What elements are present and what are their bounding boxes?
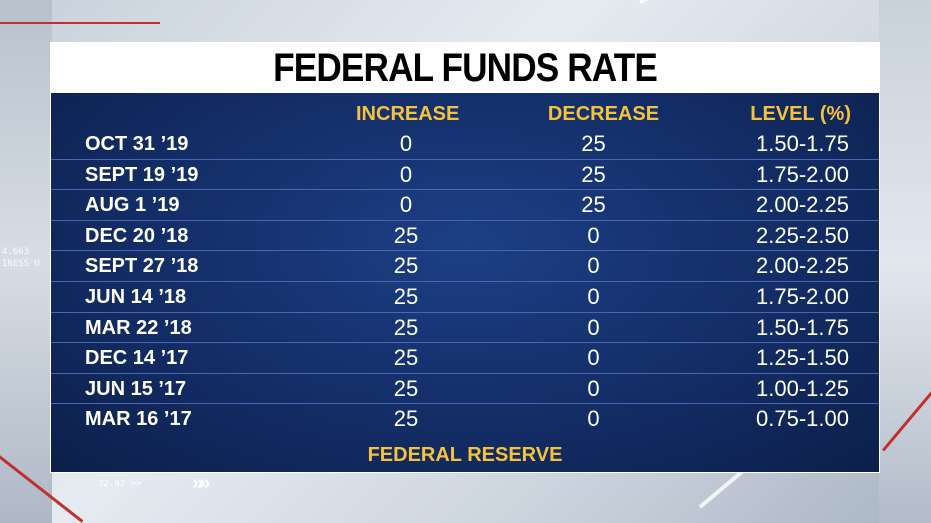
ticker-line: 4.663 — [2, 247, 30, 257]
row-decrease: 0 — [587, 314, 600, 340]
row-date: AUG 1 ’19 — [85, 194, 180, 217]
row-level: 1.50-1.75 — [756, 314, 849, 340]
row-level: 2.00-2.25 — [756, 192, 849, 218]
background-bottom-number: 32.92 >> — [98, 479, 142, 489]
row-decrease: 0 — [587, 345, 600, 371]
row-date: OCT 31 ’19 — [85, 133, 189, 155]
row-date: SEPT 27 ’18 — [85, 255, 199, 278]
row-decrease: 0 — [587, 283, 600, 309]
table-row: MAR 22 ’18 25 0 1.50-1.75 — [51, 313, 879, 344]
row-date: MAR 22 ’18 — [85, 316, 192, 339]
table-row: AUG 1 ’19 0 25 2.00-2.25 — [51, 190, 879, 221]
ticker-line: INESS U — [2, 259, 40, 269]
table-row: JUN 15 ’17 25 0 1.00-1.25 — [51, 374, 879, 405]
row-decrease: 0 — [587, 222, 600, 248]
row-level: 2.00-2.25 — [756, 253, 849, 279]
rate-table-card: FEDERAL FUNDS RATE INCREASE DECREASE LEV… — [50, 42, 880, 473]
column-header-increase: INCREASE — [356, 103, 460, 125]
table-row: DEC 14 ’17 25 0 1.25-1.50 — [51, 343, 879, 374]
row-level: 0.75-1.00 — [756, 406, 849, 432]
row-increase: 25 — [393, 345, 419, 371]
source-credit: FEDERAL RESERVE — [367, 444, 563, 466]
row-decrease: 25 — [581, 131, 606, 156]
row-level: 1.75-2.00 — [756, 283, 849, 309]
background-ticker-text: 4.663 INESS U — [2, 246, 40, 270]
row-increase: 25 — [393, 253, 419, 279]
row-increase: 25 — [393, 283, 419, 309]
row-increase: 25 — [393, 314, 419, 340]
row-level: 1.00-1.25 — [756, 375, 849, 401]
row-increase: 0 — [399, 192, 413, 218]
row-level: 2.25-2.50 — [756, 222, 849, 248]
row-level: 1.75-2.00 — [756, 161, 849, 187]
background-panel-right — [879, 0, 931, 523]
row-date: JUN 14 ’18 — [85, 285, 187, 308]
row-increase: 0 — [399, 161, 413, 187]
table-row: JUN 14 ’18 25 0 1.75-2.00 — [51, 282, 879, 313]
row-date: SEPT 19 ’19 — [85, 163, 199, 186]
table-body: OCT 31 ’19 0 25 1.50-1.75 SEPT 19 ’19 0 … — [51, 129, 879, 434]
page-title: FEDERAL FUNDS RATE — [273, 45, 658, 90]
row-level: 1.50-1.75 — [756, 131, 849, 156]
table-row: SEPT 19 ’19 0 25 1.75-2.00 — [51, 160, 879, 191]
background-panel-left — [0, 0, 52, 523]
title-bar: FEDERAL FUNDS RATE — [51, 43, 879, 93]
row-level: 1.25-1.50 — [756, 345, 849, 371]
row-increase: 0 — [399, 131, 413, 156]
column-header-level: LEVEL (%) — [750, 103, 851, 125]
rate-table: INCREASE DECREASE LEVEL (%) OCT 31 ’19 0… — [51, 93, 879, 472]
table-row: SEPT 27 ’18 25 0 2.00-2.25 — [51, 251, 879, 282]
row-date: JUN 15 ’17 — [85, 377, 187, 400]
row-decrease: 0 — [587, 375, 600, 401]
row-date: MAR 16 ’17 — [85, 408, 192, 431]
row-increase: 25 — [393, 222, 419, 248]
table-row: DEC 20 ’18 25 0 2.25-2.50 — [51, 221, 879, 252]
row-decrease: 0 — [587, 406, 600, 432]
table-row: OCT 31 ’19 0 25 1.50-1.75 — [51, 129, 879, 160]
background-white-diagonal — [639, 0, 786, 4]
column-header-decrease: DECREASE — [547, 103, 660, 125]
row-decrease: 0 — [587, 253, 600, 279]
row-date: DEC 14 ’17 — [85, 347, 189, 370]
row-increase: 25 — [393, 375, 419, 401]
row-increase: 25 — [393, 406, 419, 432]
row-decrease: 25 — [581, 192, 606, 218]
chevron-right-icon: »» — [192, 472, 210, 494]
row-date: DEC 20 ’18 — [85, 224, 189, 247]
row-decrease: 25 — [581, 161, 606, 187]
table-header: INCREASE DECREASE LEVEL (%) — [51, 103, 879, 129]
background-red-line — [0, 22, 160, 24]
table-row: MAR 16 ’17 25 0 0.75-1.00 — [51, 404, 879, 434]
